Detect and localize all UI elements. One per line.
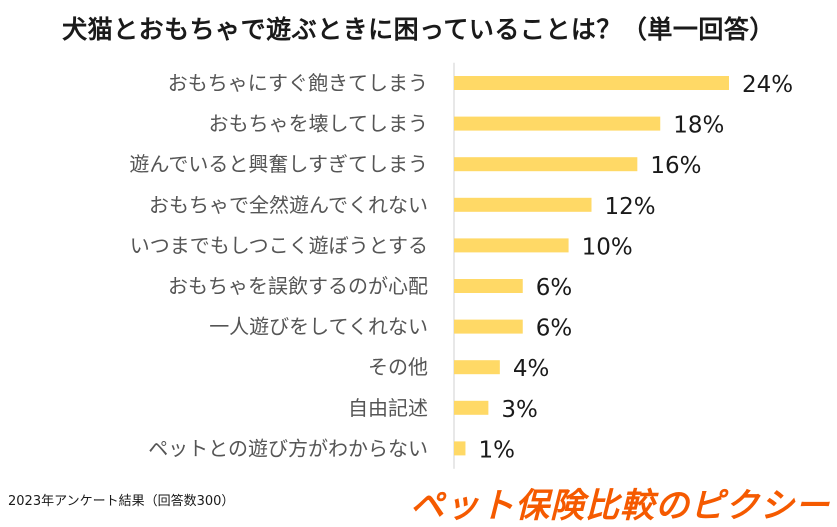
value-label: 6% <box>536 275 573 301</box>
category-label: 自由記述 <box>348 396 428 420</box>
bar <box>454 319 523 334</box>
survey-footnote: 2023年アンケート結果（回答数300） <box>8 494 235 509</box>
value-label: 18% <box>673 113 724 139</box>
category-label: いつまでもしつこく遊ぼうとする <box>130 233 428 257</box>
bar <box>454 441 466 456</box>
value-label: 16% <box>650 153 701 179</box>
bar <box>454 279 523 293</box>
bar <box>454 116 661 131</box>
bar <box>454 360 500 375</box>
category-label: ペットとの遊び方がわからない <box>148 436 428 460</box>
bar <box>454 76 729 90</box>
value-label: 6% <box>536 316 573 342</box>
value-label: 24% <box>742 72 793 98</box>
value-label: 12% <box>605 194 656 220</box>
bar <box>454 238 569 253</box>
value-label: 10% <box>582 234 633 260</box>
bar <box>454 157 638 172</box>
value-label: 3% <box>501 397 538 423</box>
bars-layer: おもちゃにすぐ飽きてしまう 24% おもちゃを壊してしまう 18% 遊んでいると興奮しす… <box>129 62 793 469</box>
value-label: 1% <box>478 437 515 463</box>
category-label: おもちゃで全然遊んでくれない <box>149 193 428 217</box>
category-label: おもちゃにすぐ飽きてしまう <box>168 71 428 95</box>
value-label: 4% <box>513 356 550 382</box>
bar <box>454 197 592 212</box>
category-label: その他 <box>368 355 428 379</box>
category-label: 一人遊びをしてくれない <box>209 315 428 339</box>
category-label: 遊んでいると興奮しすぎてしまう <box>129 152 428 176</box>
category-label: おもちゃを誤飲するのが心配 <box>168 274 428 298</box>
chart-title: 犬猫とおもちゃで遊ぶときに困っていることは？（単一回答） <box>62 15 775 44</box>
category-label: おもちゃを壊してしまう <box>209 112 428 136</box>
bar-chart: おもちゃにすぐ飽きてしまう 24% おもちゃを壊してしまう 18% 遊んでいると興奮しす… <box>129 62 793 469</box>
brand-logo: ペット保険比較のピクシー <box>410 486 830 526</box>
bar <box>454 400 489 415</box>
